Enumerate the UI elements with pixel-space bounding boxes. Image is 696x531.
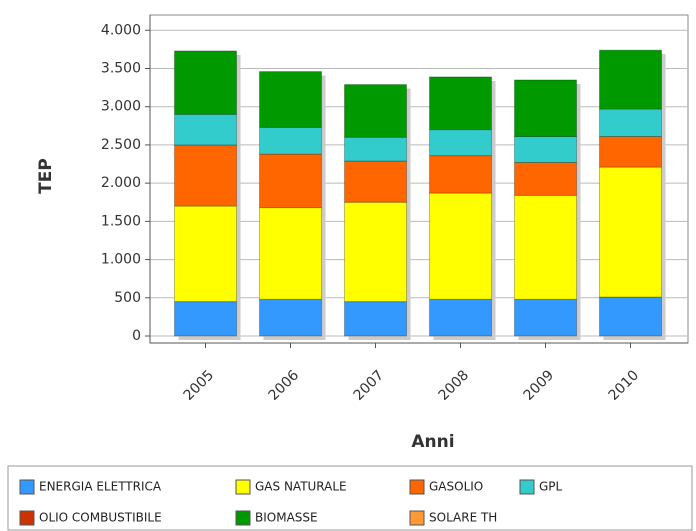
bar-segment [258,71,323,128]
legend-swatch [235,510,251,526]
legend-box [7,465,693,531]
bar-segment [258,153,323,209]
y-tick-label: 2.500 [101,137,141,153]
bar-segment [513,194,578,300]
bar-segment [343,160,408,203]
bar-segment [343,84,408,138]
legend-swatch [19,479,35,495]
y-tick-label: 1.500 [101,213,141,229]
y-tick-label: 2.000 [101,175,141,191]
bar-segment [428,129,493,157]
bar-segment [258,126,323,155]
legend-label: SOLARE TH [429,511,497,525]
bar-segment [343,201,408,303]
bar-segment [513,162,578,196]
y-tick-label: 0 [132,328,141,344]
y-axis-title: TEP [36,158,56,194]
x-axis-title: Anni [411,432,454,452]
y-tick-label: 3.500 [101,61,141,77]
bar-segment [428,155,493,194]
y-tick-label: 500 [114,290,141,306]
bar-segment [598,296,663,337]
legend-label: OLIO COMBUSTIBILE [39,511,162,525]
bar-segment [173,144,238,207]
legend-swatch [409,510,425,526]
bar-segment [258,207,323,300]
y-tick-label: 1.000 [101,252,141,268]
bar-segment [173,301,238,337]
bar-segment [343,301,408,337]
bar-segment [173,50,238,115]
legend-swatch [519,479,535,495]
legend-label: GPL [539,480,563,494]
bar-segment [173,205,238,303]
bar-segment [428,298,493,337]
bar-segment [598,49,663,110]
bar-segment [428,76,493,131]
bar-segment [258,298,323,337]
legend-swatch [235,479,251,495]
legend-label: GAS NATURALE [255,480,347,494]
bar-segment [598,136,663,168]
bar-segment [513,136,578,164]
legend-label: BIOMASSE [255,511,318,525]
bar-segment [343,136,408,162]
bar-segment [513,79,578,138]
y-tick-label: 3.000 [101,99,141,115]
bar-segment [173,113,238,146]
bar-segment [598,108,663,138]
legend-label: ENERGIA ELETTRICA [39,480,162,494]
y-tick-label: 4.000 [101,22,141,38]
legend-swatch [19,510,35,526]
bar-segment [513,298,578,337]
legend-label: GASOLIO [429,480,483,494]
bar-segment [598,166,663,298]
legend-swatch [409,479,425,495]
bar-segment [428,192,493,300]
